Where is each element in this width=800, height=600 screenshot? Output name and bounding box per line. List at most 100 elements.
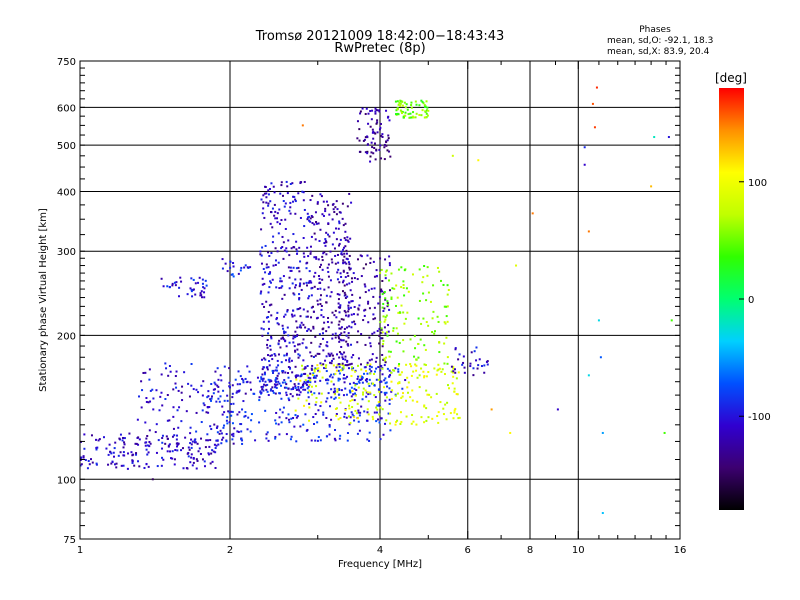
data-point	[319, 228, 322, 231]
data-point	[333, 373, 336, 376]
data-point	[390, 296, 393, 299]
data-point	[236, 430, 239, 433]
data-point	[383, 359, 386, 362]
data-point	[261, 379, 264, 382]
data-point	[348, 282, 351, 285]
data-point	[365, 369, 368, 372]
data-point	[244, 414, 247, 417]
isolated-point	[595, 86, 598, 89]
data-point	[190, 438, 193, 441]
data-point	[405, 399, 408, 402]
data-point	[196, 442, 199, 445]
data-point	[457, 417, 460, 420]
data-point	[376, 131, 379, 134]
data-point	[328, 354, 331, 357]
data-point	[398, 382, 401, 385]
data-point	[337, 369, 340, 372]
data-point	[347, 336, 350, 339]
data-point	[453, 409, 456, 412]
data-point	[338, 320, 341, 323]
data-point	[343, 291, 346, 294]
data-point	[455, 377, 458, 380]
data-point	[214, 383, 217, 386]
data-point	[369, 110, 372, 113]
data-point	[274, 210, 277, 213]
data-point	[456, 413, 459, 416]
data-point	[330, 352, 333, 355]
data-point	[347, 240, 350, 243]
data-point	[379, 381, 382, 384]
data-point	[318, 345, 321, 348]
data-point	[362, 387, 365, 390]
data-point	[371, 146, 374, 149]
data-point	[295, 440, 298, 443]
data-point	[378, 388, 381, 391]
data-point	[228, 411, 231, 414]
data-point	[319, 298, 322, 301]
data-point	[294, 386, 297, 389]
isolated-point	[670, 319, 673, 322]
data-point	[342, 269, 345, 272]
data-point	[322, 214, 325, 217]
data-point	[308, 419, 311, 422]
data-point	[330, 362, 333, 365]
data-point	[348, 404, 351, 407]
data-point	[258, 380, 261, 383]
data-point	[438, 341, 441, 344]
data-point	[269, 354, 272, 357]
data-point	[400, 110, 403, 113]
data-point	[304, 413, 307, 416]
data-point	[267, 439, 270, 442]
data-point	[220, 442, 223, 445]
data-point	[187, 382, 190, 385]
data-point	[331, 261, 334, 264]
data-point	[260, 377, 263, 380]
data-point	[176, 442, 179, 445]
data-point	[204, 446, 207, 449]
data-point	[352, 393, 355, 396]
data-point	[401, 387, 404, 390]
data-point	[380, 331, 383, 334]
data-point	[405, 363, 408, 366]
data-point	[383, 146, 386, 149]
data-point	[165, 367, 168, 370]
data-point	[320, 195, 323, 198]
data-point	[277, 343, 280, 346]
data-point	[343, 381, 346, 384]
data-point	[310, 214, 313, 217]
data-point	[301, 383, 304, 386]
data-point	[350, 375, 353, 378]
data-point	[322, 411, 325, 414]
data-point	[431, 331, 434, 334]
data-point	[97, 439, 100, 442]
data-point	[369, 372, 372, 375]
data-point	[384, 298, 387, 301]
data-point	[331, 243, 334, 246]
data-point	[302, 359, 305, 362]
data-point	[289, 367, 292, 370]
data-point	[456, 393, 459, 396]
data-point	[201, 409, 204, 412]
isolated-point	[583, 146, 586, 149]
data-point	[281, 371, 284, 374]
data-point	[325, 301, 328, 304]
data-point	[166, 394, 169, 397]
data-point	[315, 256, 318, 259]
data-point	[354, 409, 357, 412]
data-point	[342, 270, 345, 273]
data-point	[331, 376, 334, 379]
data-point	[372, 152, 375, 155]
data-point	[423, 375, 426, 378]
data-point	[344, 377, 347, 380]
data-point	[346, 364, 349, 367]
data-point	[370, 141, 373, 144]
data-point	[181, 385, 184, 388]
data-point	[340, 332, 343, 335]
data-point	[267, 251, 270, 254]
data-point	[382, 315, 385, 318]
data-point	[308, 270, 311, 273]
data-point	[327, 275, 330, 278]
data-point	[288, 360, 291, 363]
data-point	[379, 438, 382, 441]
